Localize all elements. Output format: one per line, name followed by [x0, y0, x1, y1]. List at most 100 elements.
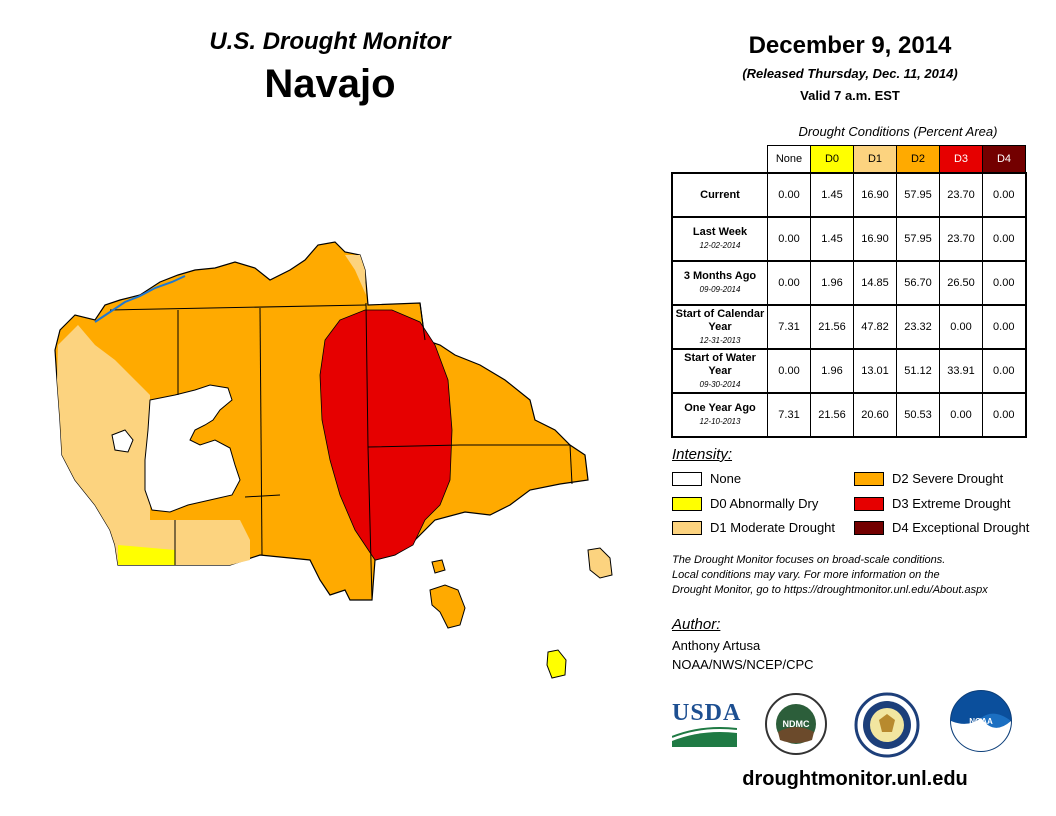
none-region-hopi — [144, 384, 241, 513]
usda-logo-text: USDA — [672, 700, 742, 726]
row-label-date: 12-31-2013 — [699, 335, 741, 345]
table-cell: 26.50 — [939, 260, 983, 306]
table-cell: 0.00 — [982, 216, 1027, 262]
table-cell: 23.70 — [939, 216, 983, 262]
table-cell: 0.00 — [982, 304, 1027, 350]
col-header-d1: D1 — [853, 145, 897, 174]
ndmc-logo: NDMC — [765, 693, 827, 755]
d1-region-west — [57, 325, 250, 565]
none-region-small — [111, 429, 134, 453]
legend-swatch — [854, 472, 884, 486]
col-header-d4: D4 — [982, 145, 1026, 174]
table-cell: 0.00 — [767, 348, 811, 394]
valid-time: Valid 7 a.m. EST — [800, 88, 900, 103]
legend-swatch — [672, 472, 702, 486]
table-cell: 1.45 — [810, 216, 854, 262]
table-cell: 14.85 — [853, 260, 897, 306]
table-cell: 23.32 — [896, 304, 940, 350]
table-cell: 0.00 — [767, 172, 811, 218]
table-cell: 33.91 — [939, 348, 983, 394]
legend-swatch — [672, 497, 702, 511]
table-row: Current 0.00 1.45 16.90 57.95 23.70 0.00 — [671, 172, 1027, 218]
row-label-text: One Year Ago — [684, 402, 756, 414]
row-label-text: 3 Months Ago — [683, 270, 757, 282]
legend-swatch — [672, 521, 702, 535]
legend-label: D3 Extreme Drought — [892, 496, 1011, 511]
row-label-date: 09-09-2014 — [699, 285, 741, 294]
row-label: Last Week 12-02-2014 — [671, 216, 768, 262]
river — [94, 275, 186, 323]
row-label: 3 Months Ago 09-09-2014 — [671, 260, 768, 306]
table-header-row: None D0 D1 D2 D3 D4 — [672, 145, 1026, 174]
table-caption: Drought Conditions (Percent Area) — [798, 124, 998, 139]
boundary-lines — [109, 302, 573, 601]
author-name: Anthony Artusa — [672, 638, 761, 653]
legend-swatch — [854, 497, 884, 511]
table-cell: 21.56 — [810, 304, 854, 350]
row-label-text: Start of Water Year — [684, 351, 756, 377]
table-cell: 20.60 — [853, 392, 897, 438]
website-link[interactable]: droughtmonitor.unl.edu — [742, 768, 968, 790]
table-cell: 1.96 — [810, 348, 854, 394]
commerce-seal-icon — [854, 692, 920, 758]
disclaimer-line: Local conditions may vary. For more info… — [672, 569, 940, 581]
table-cell: 0.00 — [767, 260, 811, 306]
table-cell: 1.96 — [810, 260, 854, 306]
table-cell: 0.00 — [939, 392, 983, 438]
table-row: Start of Calendar Year 12-31-2013 7.31 21.5… — [671, 304, 1027, 350]
d3-region — [319, 309, 453, 561]
table-cell: 0.00 — [982, 392, 1027, 438]
release-date: (Released Thursday, Dec. 11, 2014) — [742, 66, 958, 81]
table-row: Last Week 12-02-2014 0.00 1.45 16.90 57.95 23.… — [671, 216, 1027, 262]
table-cell: 56.70 — [896, 260, 940, 306]
legend-label: D2 Severe Drought — [892, 471, 1004, 486]
table-cell: 57.95 — [896, 172, 940, 218]
table-cell: 0.00 — [982, 172, 1027, 218]
col-header-d3: D3 — [939, 145, 983, 174]
table-cell: 16.90 — [853, 216, 897, 262]
row-label-text: Last Week — [692, 226, 748, 238]
legend-title: Intensity: — [672, 446, 733, 463]
table-body: Current 0.00 1.45 16.90 57.95 23.70 0.00 Last W… — [671, 172, 1027, 438]
legend-label: None — [710, 471, 742, 486]
drought-conditions-table: None D0 D1 D2 D3 D4 Current 0.00 1.45 16.90… — [671, 145, 1027, 438]
region-title: Navajo — [264, 62, 396, 106]
table-cell: 23.70 — [939, 172, 983, 218]
row-label-text: Current — [700, 188, 740, 201]
col-header-d0: D0 — [810, 145, 854, 174]
row-label: One Year Ago 12-10-2013 — [671, 392, 768, 438]
noaa-logo: NOAA — [950, 690, 1012, 752]
usda-swoosh-icon — [671, 727, 738, 747]
table-cell: 0.00 — [982, 260, 1027, 306]
row-label-date: 12-02-2014 — [699, 241, 741, 250]
table-cell: 0.00 — [767, 216, 811, 262]
table-cell: 0.00 — [982, 348, 1027, 394]
table-cell: 1.45 — [810, 172, 854, 218]
legend-label: D1 Moderate Drought — [710, 520, 836, 535]
row-label: Start of Water Year 09-30-2014 — [671, 348, 768, 394]
col-header-none: None — [767, 145, 811, 174]
island-small — [431, 559, 446, 574]
author-org: NOAA/NWS/NCEP/CPC — [672, 657, 814, 672]
legend-label: D4 Exceptional Drought — [892, 520, 1030, 535]
disclaimer-line[interactable]: Drought Monitor, go to https://droughtmo… — [672, 584, 988, 596]
drought-map — [54, 241, 613, 679]
usda-logo: USDA — [671, 700, 742, 750]
legend-swatch — [854, 521, 884, 535]
d0-region — [118, 545, 175, 565]
table-cell: 16.90 — [853, 172, 897, 218]
row-label-text: Start of Calendar Year — [675, 307, 765, 333]
table-cell: 0.00 — [939, 304, 983, 350]
table-cell: 21.56 — [810, 392, 854, 438]
disclaimer: The Drought Monitor focuses on broad-sca… — [672, 553, 1042, 598]
table-row: 3 Months Ago 09-09-2014 0.00 1.96 14.85 56.70… — [671, 260, 1027, 306]
table-cell: 7.31 — [767, 392, 811, 438]
ndmc-logo-text: NDMC — [783, 719, 810, 729]
table-cell: 50.53 — [896, 392, 940, 438]
disclaimer-line: The Drought Monitor focuses on broad-sca… — [672, 554, 946, 566]
col-header-d2: D2 — [896, 145, 940, 174]
table-row: One Year Ago 12-10-2013 7.31 21.56 20.60 50.5… — [671, 392, 1027, 438]
row-label: Current — [671, 172, 768, 218]
table-row: Start of Water Year 09-30-2014 0.00 1.96 13.… — [671, 348, 1027, 394]
table-cell: 47.82 — [853, 304, 897, 350]
